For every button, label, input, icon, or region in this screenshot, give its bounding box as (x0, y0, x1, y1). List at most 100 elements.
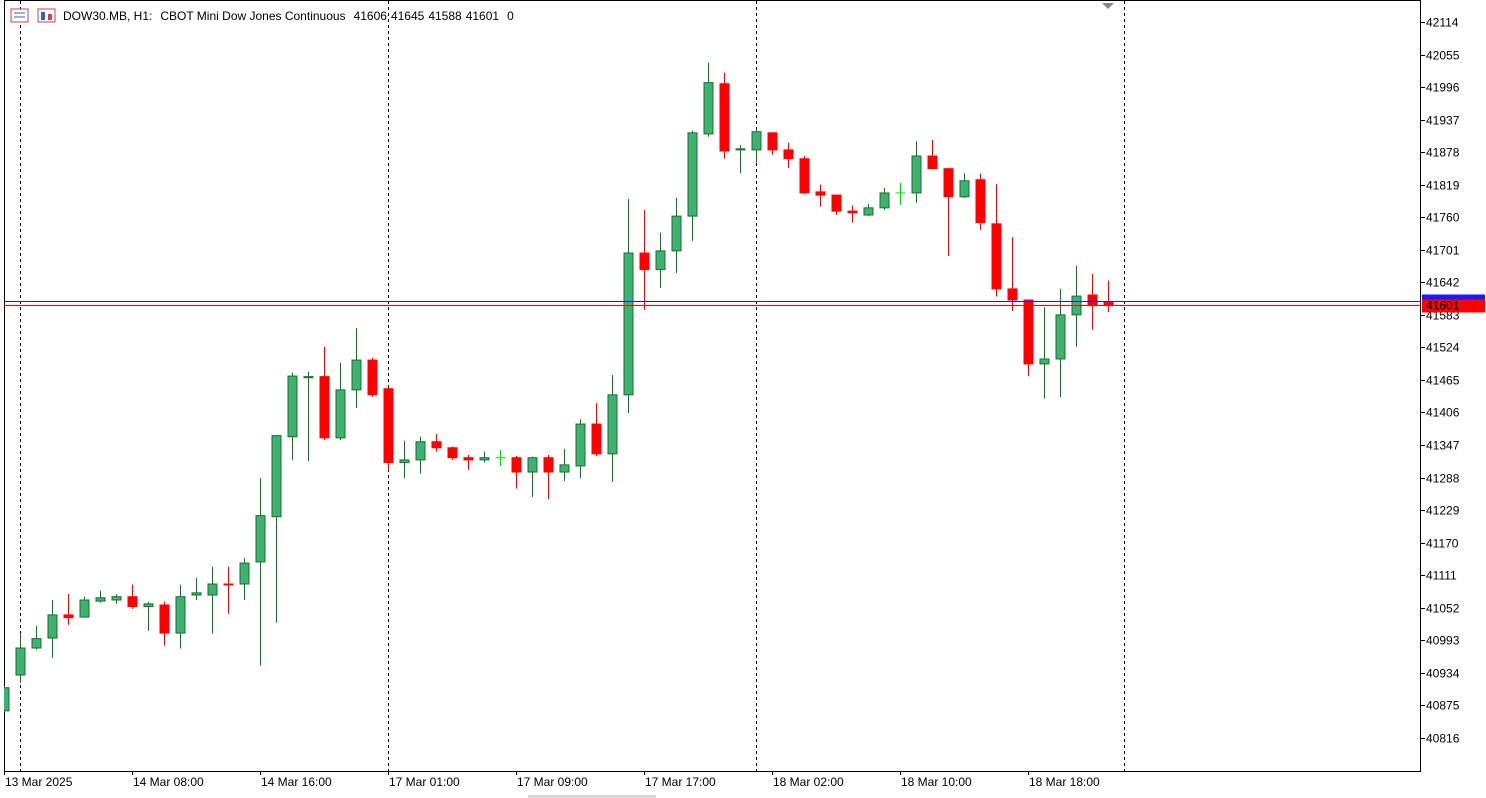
candle-body (223, 583, 234, 586)
description: CBOT Mini Dow Jones Continuous (160, 9, 345, 23)
candle-body (415, 441, 426, 461)
x-tick-label: 14 Mar 16:00 (261, 775, 332, 789)
candle-body (31, 638, 42, 649)
bid-label-box (1422, 299, 1485, 313)
candle-body (1023, 299, 1034, 365)
candle-body (703, 82, 714, 135)
candle-body (575, 423, 586, 467)
candle-body (591, 423, 602, 455)
y-tick-label: 41878 (1426, 146, 1460, 160)
candle-body (543, 457, 554, 473)
x-tick-label: 18 Mar 02:00 (773, 775, 844, 789)
header-icons (10, 8, 56, 23)
y-tick-label: 41288 (1426, 472, 1460, 486)
candle-body (943, 168, 954, 198)
candle-body (319, 376, 330, 439)
x-tick-label: 18 Mar 18:00 (1029, 775, 1100, 789)
y-tick-label: 42114 (1426, 16, 1459, 30)
candle-body (655, 250, 666, 271)
candle-body (4, 687, 10, 712)
y-tick-label: 42055 (1426, 49, 1460, 63)
y-tick-label: 41996 (1426, 81, 1460, 95)
y-tick-label: 41406 (1426, 406, 1460, 420)
candle-body (335, 389, 346, 439)
shift-marker[interactable] (1102, 3, 1114, 9)
candle-body (863, 207, 874, 216)
candle-body (271, 435, 282, 518)
candle-body (1007, 288, 1018, 301)
candle-body (255, 515, 266, 563)
plot-area (4, 62, 1421, 712)
x-tick-label: 13 Mar 2025 (5, 775, 73, 789)
icon-bar (41, 12, 45, 20)
candle-body (15, 647, 26, 676)
candle-body (367, 359, 378, 396)
icon[interactable] (10, 8, 29, 23)
candle-body (79, 599, 90, 618)
x-tick-label: 14 Mar 08:00 (133, 775, 204, 789)
candle-body (1039, 358, 1050, 365)
candle-body (511, 457, 522, 473)
scrollbar[interactable] (528, 795, 656, 798)
icon-bar (48, 14, 52, 20)
y-tick-label: 41760 (1426, 211, 1460, 225)
candle-body (767, 132, 778, 151)
candle-body (1055, 314, 1066, 360)
x-tick-label: 17 Mar 09:00 (517, 775, 588, 789)
x-tick-label: 17 Mar 01:00 (389, 775, 460, 789)
header-open: 41606 (354, 9, 388, 23)
candle-body (47, 614, 58, 639)
candle-body (847, 210, 858, 214)
candle-body (751, 131, 762, 151)
y-tick-label: 41347 (1426, 439, 1460, 453)
candle-body (559, 464, 570, 473)
icon[interactable] (37, 8, 56, 23)
x-tick-label: 18 Mar 10:00 (901, 775, 972, 789)
candle-body (815, 191, 826, 196)
candle-body (143, 603, 154, 608)
y-tick-label: 40934 (1426, 667, 1460, 681)
candle-body (975, 179, 986, 224)
plot-frame (4, 0, 1421, 772)
candle-body (127, 596, 138, 608)
candle-body (1087, 294, 1098, 306)
candle-body (175, 596, 186, 634)
candle-body (735, 148, 746, 151)
y-tick-label: 41819 (1426, 179, 1460, 193)
y-tick-label: 41170 (1426, 537, 1459, 551)
candle-body (239, 562, 250, 585)
candle-body (1103, 301, 1114, 306)
candle-body (431, 441, 442, 449)
candle-body (831, 194, 842, 212)
candle-body (479, 457, 490, 461)
candle-body (287, 375, 298, 438)
candle-body (671, 215, 682, 252)
candle-body (911, 155, 922, 194)
y-tick-label: 41642 (1426, 276, 1460, 290)
candle-body (463, 457, 474, 461)
candle-body (447, 447, 458, 459)
header-close: 41601 (466, 9, 500, 23)
header-low: 41588 (428, 9, 462, 23)
candle-body (399, 459, 410, 464)
y-tick-label: 41937 (1426, 114, 1460, 128)
y-tick-label: 41111 (1426, 569, 1457, 583)
candle-body (303, 376, 314, 379)
bid-label: 41601 (1426, 299, 1460, 313)
candle-body (639, 252, 650, 271)
y-tick-label: 41052 (1426, 602, 1460, 616)
candle-body (95, 597, 106, 602)
candle-body (607, 394, 618, 455)
candle-body (63, 614, 74, 619)
y-tick-label: 40816 (1426, 732, 1460, 746)
header-high: 41645 (391, 9, 425, 23)
y-tick-label: 41229 (1426, 504, 1460, 518)
y-tick-label: 40993 (1426, 634, 1460, 648)
y-tick-label: 40875 (1426, 699, 1460, 713)
candle-body (719, 83, 730, 152)
candle-body (351, 359, 362, 391)
candle-body (207, 583, 218, 596)
y-tick-label: 41701 (1426, 244, 1460, 258)
